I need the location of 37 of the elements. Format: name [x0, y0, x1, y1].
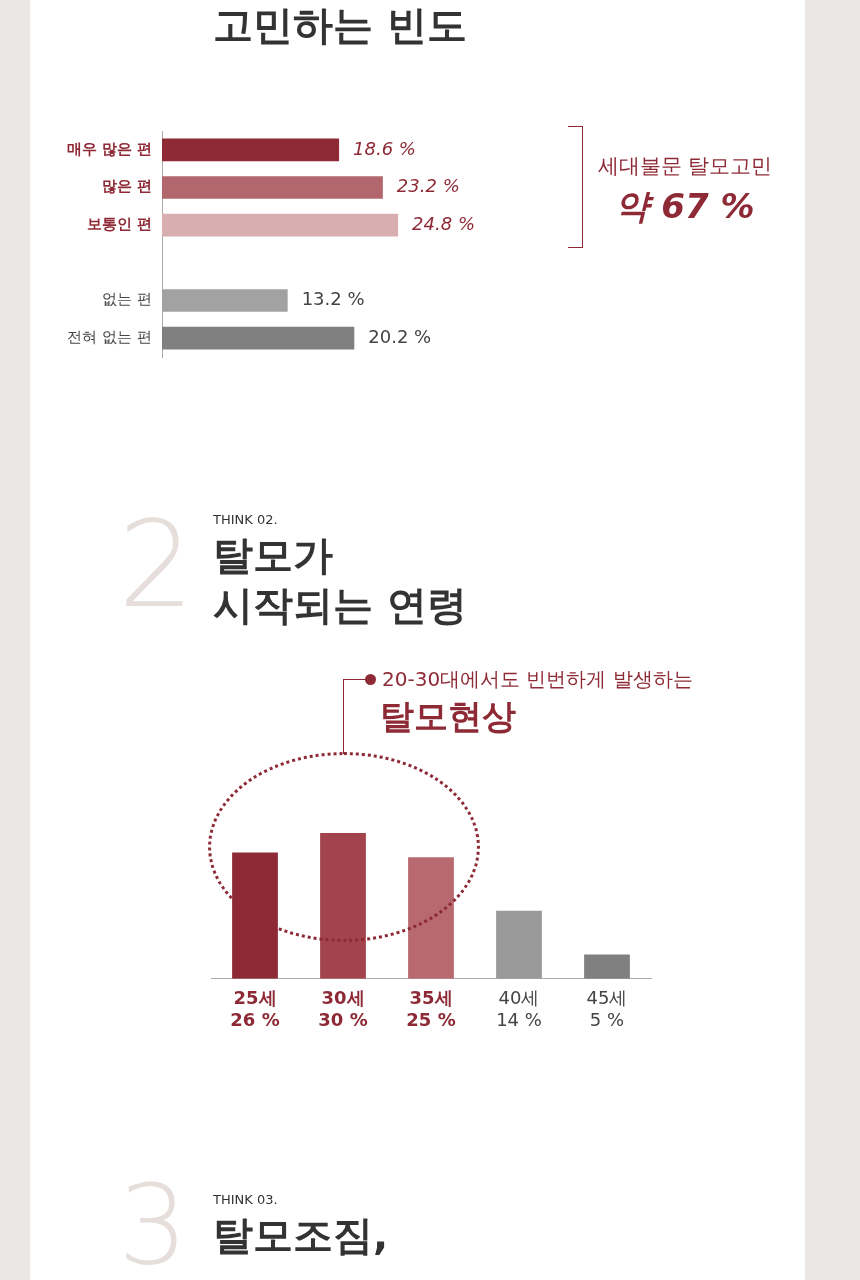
bar: [408, 857, 454, 979]
text: THINK 03.: [213, 1192, 278, 1207]
y-tick-label: 없는 편: [102, 290, 152, 309]
bar: [162, 138, 340, 162]
data-label: 26 %: [230, 1008, 280, 1030]
y-tick-label: 전혀 없는 편: [67, 328, 152, 347]
text: 약 67 %: [614, 185, 756, 228]
y-tick-label: 많은 편: [101, 177, 152, 196]
text: 탈모현상: [380, 695, 516, 738]
data-label: 25 %: [406, 1008, 456, 1030]
bar: [496, 910, 542, 979]
bar: [162, 326, 355, 350]
text: 20-30대에서도 빈번하게 발생하는: [382, 666, 693, 693]
data-label: 23.2 %: [396, 175, 460, 197]
bar: [162, 213, 399, 237]
bar: [584, 954, 630, 979]
y-tick-label: 보통인 편: [86, 215, 152, 234]
data-label: 24.8 %: [412, 212, 475, 234]
data-label: 18.6 %: [353, 137, 416, 159]
y-tick-label: 매우 많은 편: [66, 139, 152, 158]
data-label: 5 %: [589, 1008, 625, 1030]
chart-title: 고민하는 빈도: [213, 1, 467, 50]
bar: [320, 833, 366, 979]
text: 탈모조짐,: [213, 1211, 389, 1260]
data-label: 13.2 %: [301, 288, 365, 310]
x-tick-label: 30세: [321, 987, 365, 1009]
bar: [162, 176, 383, 199]
data-label: 30 %: [318, 1008, 368, 1030]
x-tick-label: 35세: [409, 987, 453, 1009]
x-tick-label: 40세: [498, 987, 540, 1009]
data-label: 14 %: [496, 1008, 542, 1030]
x-tick-label: 45세: [586, 987, 628, 1009]
text: 세대불문 탈모고민: [596, 153, 774, 180]
x-tick-label: 25세: [233, 987, 277, 1009]
chart-title: 탈모가 시작되는 연령: [213, 531, 467, 630]
data-label: 20.2 %: [368, 325, 432, 347]
chart-subtitle: THINK 02.: [213, 512, 278, 527]
